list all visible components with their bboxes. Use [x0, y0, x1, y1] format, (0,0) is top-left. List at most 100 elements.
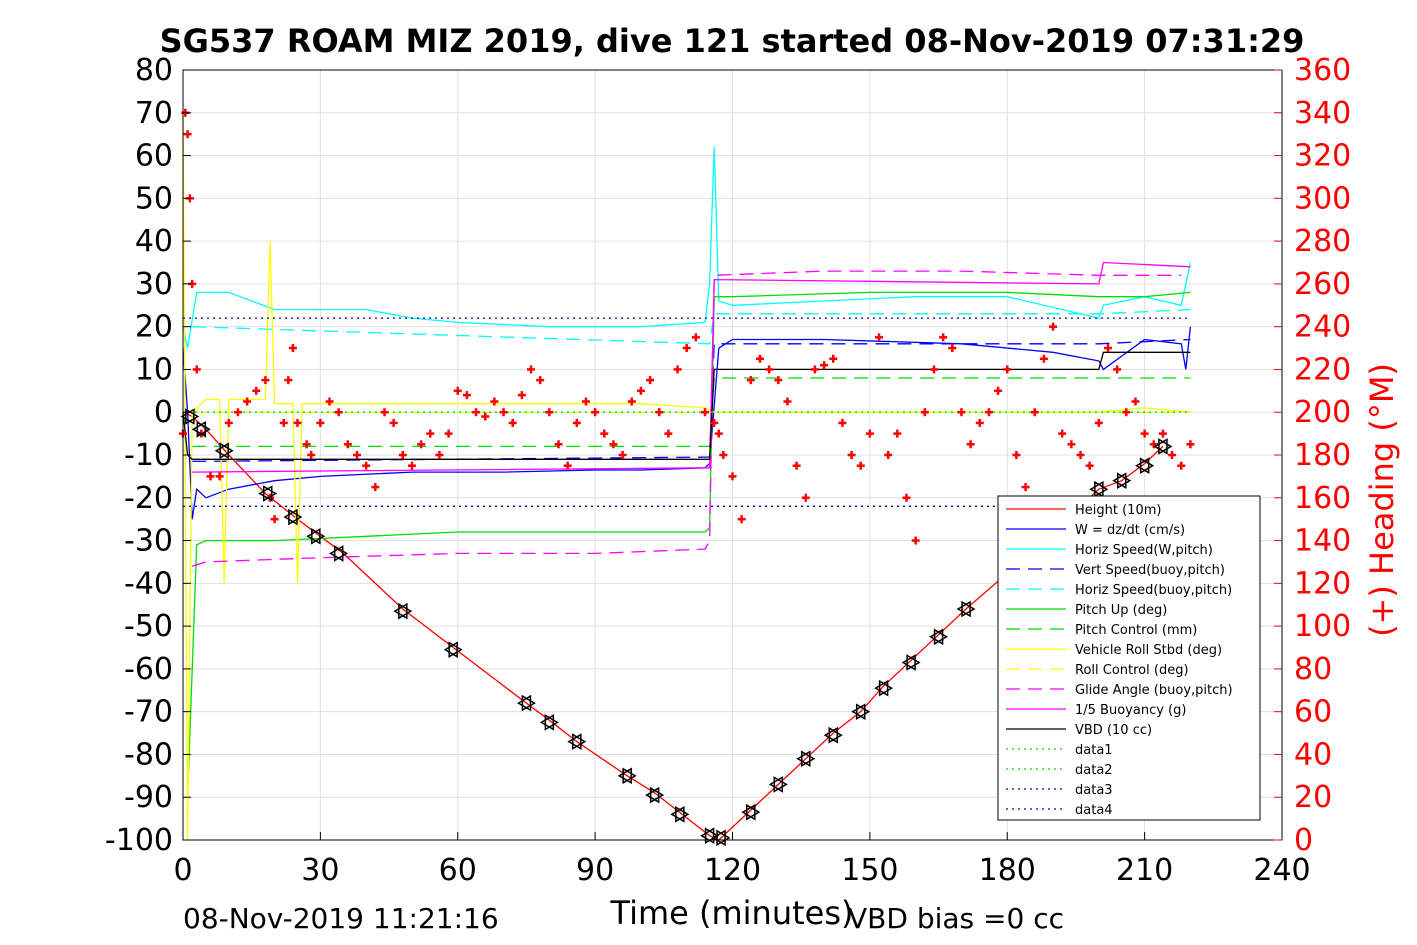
- triangle-marker-left: [539, 714, 555, 731]
- heading-point: [875, 333, 884, 342]
- heading-point: [183, 130, 192, 139]
- triangle-marker-right: [1139, 457, 1155, 475]
- legend-label: Pitch Control (mm): [1075, 623, 1197, 638]
- triangle-marker: [1089, 480, 1109, 498]
- heading-point: [517, 391, 526, 400]
- heading-point: [902, 493, 911, 502]
- y-right-tick-label: 260: [1294, 267, 1351, 302]
- y-right-tick-label: 100: [1294, 609, 1351, 644]
- heading-point: [398, 451, 407, 459]
- heading-point: [1186, 440, 1195, 449]
- triangle-marker: [539, 714, 559, 731]
- triangle-marker: [567, 733, 587, 750]
- y-right-tick-label: 240: [1294, 310, 1351, 345]
- y-right-tick-label: 140: [1294, 524, 1351, 559]
- heading-point: [353, 451, 362, 459]
- heading-point: [380, 408, 389, 417]
- footer-vbd-bias: VBD bias =0 cc: [848, 902, 1064, 935]
- triangle-marker-left: [516, 694, 532, 712]
- y-left-tick-label: 50: [135, 181, 173, 216]
- heading-point: [710, 418, 719, 427]
- triangle-marker-left: [393, 602, 408, 620]
- heading-point: [714, 429, 723, 438]
- heading-point: [1113, 365, 1122, 374]
- triangle-marker-left: [329, 545, 344, 562]
- triangle-marker-right: [773, 776, 788, 793]
- triangle-marker-left: [851, 703, 866, 720]
- triangle-marker-right: [828, 726, 843, 744]
- x-axis-ticks: 0 30 60 90 120 150 180 210 240: [173, 832, 1311, 888]
- heading-point: [389, 418, 398, 427]
- triangle-marker-left: [929, 628, 944, 646]
- triangle-marker: [956, 600, 976, 618]
- heading-point: [1058, 429, 1067, 438]
- triangle-marker: [329, 545, 349, 562]
- heading-point: [224, 418, 233, 427]
- legend-label: Horiz Speed(buoy,pitch): [1075, 583, 1232, 598]
- heading-point: [572, 418, 581, 427]
- heading-point: [884, 451, 893, 459]
- heading-point: [444, 429, 453, 438]
- triangle-marker-left: [874, 679, 889, 697]
- heading-point: [801, 493, 810, 502]
- y-right-tick-label: 280: [1294, 224, 1351, 259]
- y-left-tick-label: -50: [124, 609, 173, 644]
- heading-point: [810, 365, 819, 374]
- heading-point: [765, 365, 774, 374]
- heading-point: [472, 408, 481, 417]
- y-left-tick-label: -60: [124, 652, 173, 687]
- x-tick-label: 60: [439, 853, 477, 888]
- chart-title: SG537 ROAM MIZ 2019, dive 121 started 08…: [160, 22, 1305, 60]
- heading-point: [911, 536, 920, 545]
- heading-point: [838, 418, 847, 427]
- triangle-marker-right: [448, 641, 463, 658]
- y-left-tick-label: 80: [135, 53, 173, 88]
- triangle-marker-right: [185, 408, 200, 425]
- heading-point: [1140, 429, 1149, 438]
- legend-label: Height (10m): [1075, 503, 1161, 518]
- triangle-marker: [258, 485, 278, 502]
- triangle-marker: [823, 726, 843, 744]
- triangle-marker-left: [670, 806, 685, 823]
- heading-point: [1103, 344, 1112, 353]
- heading-point: [536, 376, 545, 385]
- series-line-3: [182, 146, 1192, 349]
- triangle-marker: [283, 508, 303, 526]
- heading-point: [591, 408, 600, 417]
- triangle-marker-left: [645, 786, 660, 804]
- x-tick-label: 120: [704, 853, 761, 888]
- triangle-marker-left: [700, 827, 715, 845]
- triangle-marker-left: [306, 527, 321, 545]
- triangle-marker-left: [1153, 438, 1168, 455]
- triangle-marker-left: [1112, 472, 1127, 489]
- legend: Height (10m) W = dz/dt (cm/s) Horiz Speed(…: [997, 495, 1261, 821]
- legend-label: Roll Control (deg): [1075, 663, 1189, 678]
- heading-point: [307, 451, 316, 459]
- triangle-marker-right: [801, 750, 816, 768]
- legend-label: VBD (10 cc): [1075, 723, 1152, 738]
- x-axis-label: Time (minutes): [610, 894, 854, 932]
- triangle-marker-right: [544, 714, 559, 731]
- heading-point: [554, 440, 563, 449]
- y-right-tick-label: 360: [1294, 53, 1351, 88]
- triangle-marker-left: [283, 508, 298, 526]
- triangle-marker: [645, 786, 665, 804]
- legend-label: 1/5 Buoyancy (g): [1075, 703, 1186, 718]
- heading-marker-layer: [179, 108, 1195, 545]
- heading-point: [233, 408, 242, 417]
- y-right-tick-label: 340: [1294, 96, 1351, 131]
- heading-point: [288, 344, 297, 353]
- triangle-marker: [393, 602, 413, 620]
- heading-point: [774, 376, 783, 385]
- y-right-tick-label: 120: [1294, 566, 1351, 601]
- triangle-marker-right: [675, 806, 690, 823]
- heading-point: [719, 451, 728, 459]
- series-line-12: [182, 351, 1191, 460]
- y-left-tick-label: -40: [124, 566, 173, 601]
- triangle-marker-right: [262, 485, 278, 502]
- triangle-marker-right: [622, 767, 637, 785]
- y-left-tick-label: -10: [124, 438, 173, 473]
- legend-label: Vert Speed(buoy,pitch): [1075, 563, 1225, 578]
- triangle-marker-left: [214, 442, 229, 460]
- triangle-marker: [191, 421, 211, 438]
